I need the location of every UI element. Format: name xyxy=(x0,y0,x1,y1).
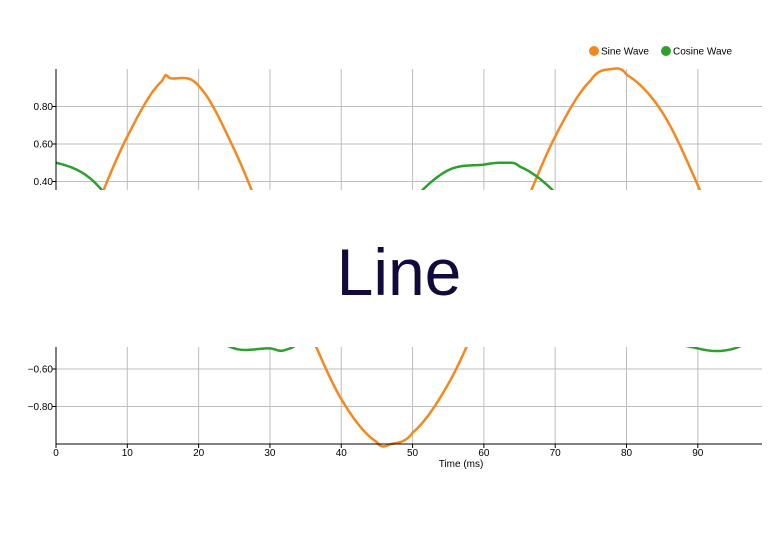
legend-swatch-0 xyxy=(589,46,599,56)
x-tick-label-5: 50 xyxy=(407,448,419,459)
x-tick-label-0: 0 xyxy=(53,448,59,459)
y-tick-labels: 0.80 0.60 0.40 −0.60 −0.80 xyxy=(28,102,56,413)
y-tick-label-4: −0.80 xyxy=(28,402,54,413)
x-axis-label: Time (ms) xyxy=(439,459,484,470)
legend-item-1[interactable]: Cosine Wave xyxy=(660,46,733,58)
x-tick-label-4: 40 xyxy=(336,448,348,459)
x-tick-label-7: 70 xyxy=(550,448,562,459)
x-tick-labels: 0 10 20 30 40 50 60 70 80 90 xyxy=(53,444,704,459)
y-tick-label-1: 0.60 xyxy=(34,140,54,151)
overlay-label: Line xyxy=(337,235,462,309)
x-tick-label-1: 10 xyxy=(122,448,134,459)
legend-label-0: Sine Wave xyxy=(601,47,649,58)
legend[interactable]: Sine Wave Cosine Wave xyxy=(589,46,733,58)
legend-swatch-1 xyxy=(660,46,671,56)
legend-item-0[interactable]: Sine Wave xyxy=(589,46,649,58)
y-tick-label-0: 0.80 xyxy=(34,102,54,113)
x-tick-label-6: 60 xyxy=(478,448,490,459)
series-line-0 xyxy=(54,67,763,448)
x-tick-label-3: 30 xyxy=(264,448,276,459)
x-tick-label-2: 20 xyxy=(193,448,205,459)
overlay-band xyxy=(0,190,780,347)
x-tick-label-8: 80 xyxy=(621,448,633,459)
x-tick-label-9: 90 xyxy=(692,448,704,459)
y-tick-label-2: 0.40 xyxy=(34,177,54,188)
y-tick-label-3: −0.60 xyxy=(28,365,54,376)
legend-label-1: Cosine Wave xyxy=(673,47,733,58)
